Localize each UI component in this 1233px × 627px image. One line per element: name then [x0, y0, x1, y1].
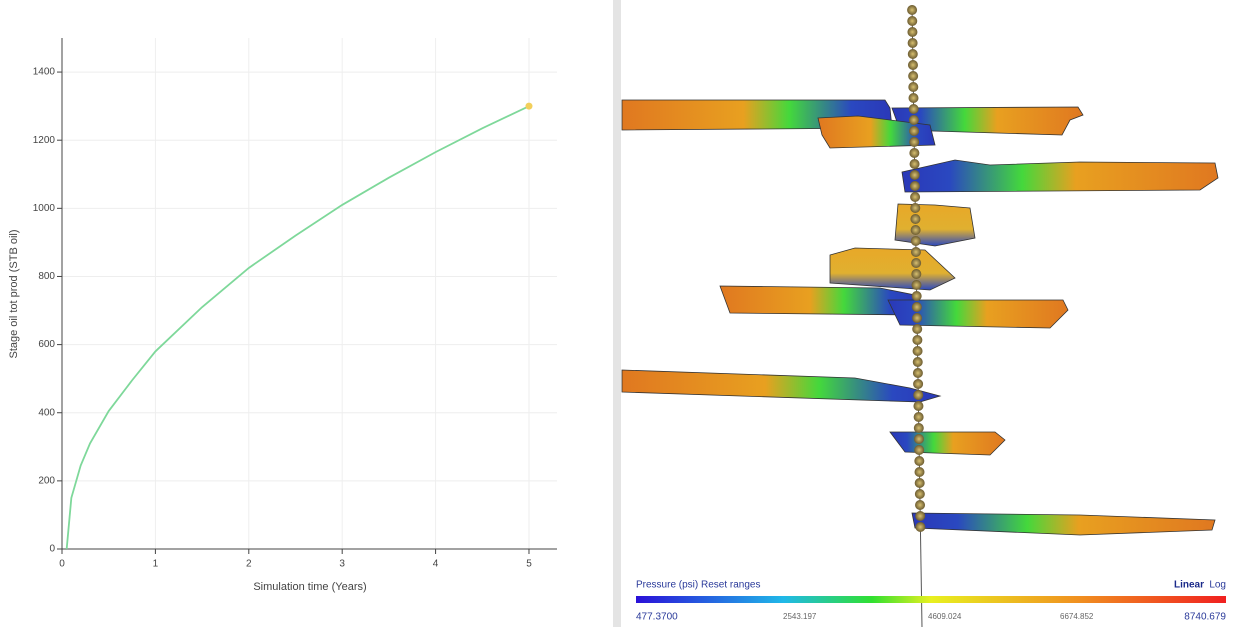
perforation	[910, 214, 921, 224]
perforation	[909, 126, 920, 136]
perforation	[913, 434, 924, 444]
perforation	[912, 313, 923, 323]
y-tick-label: 1200	[33, 135, 56, 146]
perforation	[909, 159, 920, 169]
perforation	[908, 115, 919, 125]
perforation	[912, 335, 923, 345]
perforation	[914, 445, 925, 455]
perforation	[910, 192, 921, 202]
perforation	[914, 456, 925, 466]
series-line	[65, 105, 530, 550]
x-tick-label: 3	[339, 559, 345, 570]
perforation	[913, 423, 924, 433]
y-tick-label: 600	[38, 339, 55, 350]
perforation	[915, 522, 926, 532]
perforation	[908, 82, 919, 92]
perforation	[910, 236, 921, 246]
perforation	[908, 93, 919, 103]
x-tick-label: 0	[59, 559, 65, 570]
perforation	[911, 302, 922, 312]
perforation	[910, 247, 921, 257]
colorbar: Pressure (psi) Reset ranges Linear Log 4…	[636, 580, 1226, 623]
colorbar-label: 2543.197	[783, 612, 817, 621]
perforation	[911, 280, 922, 290]
perforation	[912, 346, 923, 356]
colorbar-title: Pressure (psi)	[636, 580, 698, 591]
perforation	[912, 368, 923, 378]
y-tick-label: 400	[38, 407, 55, 418]
line-chart: Simulation time (Years) Stage oil tot pr…	[8, 38, 557, 593]
colorbar-label: 4609.024	[928, 612, 962, 621]
log-toggle[interactable]: Log	[1209, 580, 1226, 591]
perforation	[913, 390, 924, 400]
perforation	[907, 16, 918, 26]
perforation	[914, 478, 925, 488]
perforation	[909, 137, 920, 147]
perforation	[912, 324, 923, 334]
perforation	[914, 467, 925, 477]
x-axis-title: Simulation time (Years)	[253, 581, 366, 593]
perforation	[911, 258, 922, 268]
perforation	[909, 181, 920, 191]
perforation	[909, 148, 920, 158]
perforation	[909, 170, 920, 180]
colorbar-gradient	[636, 596, 1226, 603]
perforation	[907, 5, 918, 15]
perforation	[912, 357, 923, 367]
x-tick-label: 1	[153, 559, 159, 570]
perforation	[910, 225, 921, 235]
colorbar-label: 477.3700	[636, 612, 678, 623]
fracture-view	[621, 4, 1219, 627]
linear-toggle[interactable]: Linear	[1174, 580, 1204, 591]
colorbar-label: 6674.852	[1060, 612, 1094, 621]
perforation	[913, 401, 924, 411]
reset-ranges[interactable]: Reset ranges	[701, 580, 760, 591]
colorbar-label: 8740.679	[1184, 612, 1226, 623]
perforation	[907, 38, 918, 48]
perforation	[913, 379, 924, 389]
y-tick-label: 800	[38, 271, 55, 282]
y-tick-label: 1000	[33, 203, 56, 214]
perforation	[915, 511, 926, 521]
perforation	[911, 291, 922, 301]
perforation	[914, 489, 925, 499]
perforation	[907, 49, 918, 59]
perforation	[911, 269, 922, 279]
perforation	[907, 27, 918, 37]
x-tick-label: 5	[526, 559, 532, 570]
end-marker	[525, 102, 533, 110]
y-tick-label: 1400	[33, 67, 56, 78]
x-tick-label: 4	[433, 559, 439, 570]
perforation	[915, 500, 926, 510]
y-tick-label: 200	[38, 476, 55, 487]
perforation	[910, 203, 921, 213]
perforation	[907, 60, 918, 70]
y-axis-title: Stage oil tot prod (STB oil)	[8, 229, 20, 358]
x-tick-label: 2	[246, 559, 252, 570]
splitter[interactable]	[613, 0, 621, 627]
perforation	[908, 71, 919, 81]
y-tick-label: 0	[49, 544, 55, 555]
perforation	[913, 412, 924, 422]
perforation	[908, 104, 919, 114]
